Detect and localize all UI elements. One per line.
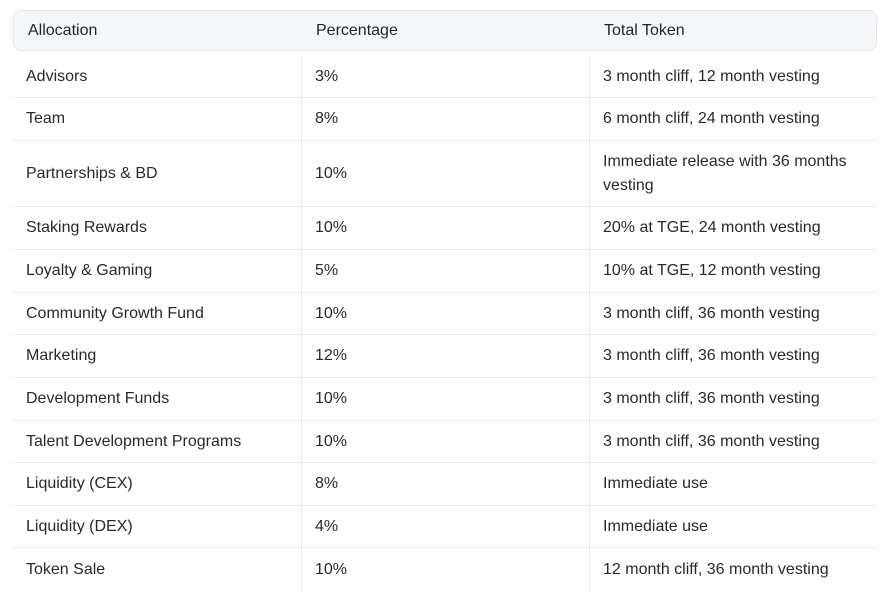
cell-total-token: 3 month cliff, 36 month vesting [589,378,877,420]
table-row: Liquidity (DEX) 4% Immediate use [13,506,877,548]
cell-percentage: 5% [301,250,589,292]
cell-total-token: 3 month cliff, 36 month vesting [589,335,877,377]
cell-allocation: Liquidity (CEX) [26,475,133,492]
cell-total-token: 20% at TGE, 24 month vesting [589,207,877,249]
table-row: Loyalty & Gaming 5% 10% at TGE, 12 month v… [13,250,877,293]
cell-total-token: Immediate use [589,506,877,547]
table-row: Community Growth Fund 10% 3 month cliff, 3… [13,293,877,335]
cell-percentage: 10% [301,378,589,420]
table-row: Token Sale 10% 12 month cliff, 36 month ve… [13,548,877,591]
cell-percentage: 12% [301,335,589,377]
cell-total-token: 3 month cliff, 36 month vesting [589,421,877,462]
cell-total-token: 10% at TGE, 12 month vesting [589,250,877,292]
cell-percentage: 3% [301,56,589,97]
cell-allocation: Development Funds [26,390,170,407]
cell-allocation: Advisors [26,67,88,85]
cell-percentage: 8% [301,98,589,140]
cell-allocation: Community Growth Fund [26,304,204,322]
cell-percentage: 8% [301,463,589,505]
cell-allocation: Team [26,110,66,127]
cell-allocation: Talent Development Programs [26,432,242,450]
cell-total-token: 3 month cliff, 36 month vesting [589,293,877,334]
header-percentage: Percentage [316,21,398,39]
table-header: Allocation Percentage Total Token [13,10,877,51]
cell-percentage: 10% [301,207,589,249]
cell-percentage: 10% [301,548,589,591]
cell-allocation: Partnerships & BD [26,164,158,182]
cell-percentage: 10% [301,421,589,462]
table-row: Staking Rewards 10% 20% at TGE, 24 month v… [13,207,877,250]
allocation-table: Allocation Percentage Total Token Adviso… [13,10,877,591]
cell-allocation: Loyalty & Gaming [26,262,153,279]
table-body: Advisors 3% 3 month cliff, 12 month vestin… [13,56,877,591]
cell-percentage: 4% [301,506,589,547]
header-total-token: Total Token [604,21,685,39]
table-row: Advisors 3% 3 month cliff, 12 month vestin… [13,56,877,98]
table-row: Partnerships & BD 10% Immediate release wi… [13,141,877,207]
table-row: Development Funds 10% 3 month cliff, 36 mo… [13,378,877,421]
cell-allocation: Token Sale [26,560,106,578]
table-row: Talent Development Programs 10% 3 month cl… [13,421,877,463]
table-row: Team 8% 6 month cliff, 24 month vesting [13,98,877,141]
cell-total-token: Immediate use [589,463,877,505]
cell-total-token: Immediate release with 36 months vesting [589,141,877,206]
cell-total-token: 12 month cliff, 36 month vesting [589,548,877,591]
cell-allocation: Liquidity (DEX) [26,517,133,535]
header-allocation: Allocation [28,21,98,39]
cell-percentage: 10% [301,141,589,206]
table-row: Liquidity (CEX) 8% Immediate use [13,463,877,506]
table-row: Marketing 12% 3 month cliff, 36 month vest… [13,335,877,378]
cell-total-token: 6 month cliff, 24 month vesting [589,98,877,140]
cell-allocation: Staking Rewards [26,219,147,236]
cell-percentage: 10% [301,293,589,334]
cell-total-token: 3 month cliff, 12 month vesting [589,56,877,97]
cell-allocation: Marketing [26,347,97,364]
